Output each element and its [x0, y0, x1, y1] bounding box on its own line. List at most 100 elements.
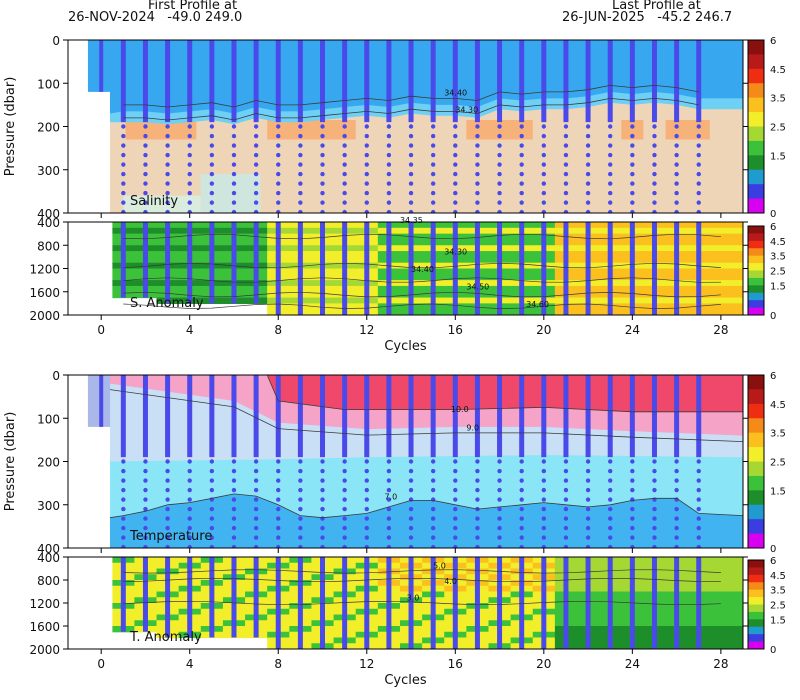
- profile-point: [253, 181, 259, 186]
- profile-point: [519, 497, 524, 502]
- profile-point: [121, 459, 126, 464]
- profile-point: [585, 497, 591, 502]
- profile-point: [298, 124, 303, 129]
- profile-point: [364, 516, 369, 521]
- profile-point: [519, 506, 524, 512]
- profile-point: [187, 525, 192, 531]
- profile-point: [541, 162, 547, 167]
- t-anomaly-cell: [709, 608, 733, 616]
- profile-point: [696, 209, 701, 213]
- s-anomaly-cell: [731, 303, 743, 310]
- salinity-colorbar-label: 3.5: [770, 94, 786, 105]
- ta-xtick-label: 0: [97, 657, 105, 671]
- profile-point: [364, 171, 369, 177]
- profile-point: [231, 535, 237, 540]
- profile-point: [475, 152, 480, 158]
- profile-point: [608, 152, 613, 158]
- profile-point: [674, 152, 679, 158]
- profile-point: [475, 478, 480, 483]
- profile-point: [320, 487, 325, 493]
- t-anomaly-cell: [709, 591, 733, 598]
- sa-ytick-label: 800: [37, 239, 60, 253]
- profile-point: [209, 516, 215, 521]
- profile-point: [563, 181, 569, 186]
- profile-point: [386, 468, 392, 474]
- profile-point: [298, 468, 303, 474]
- t-anomaly-cell: [731, 637, 743, 644]
- s-anomaly-cell: [731, 227, 743, 235]
- ta-xtick-label: 24: [625, 657, 640, 671]
- temperature-contour-7: [109, 493, 744, 519]
- s-anomaly-cell: [709, 256, 733, 264]
- sa-xtick-label: 24: [625, 323, 640, 337]
- profile-point: [408, 152, 414, 158]
- profile-point: [386, 162, 392, 167]
- ta-xlabel: Cycles: [384, 673, 427, 688]
- profile-point: [453, 468, 458, 474]
- profile-point: [121, 143, 126, 148]
- profile-point: [187, 497, 192, 502]
- profile-point: [652, 171, 657, 177]
- profile-point: [497, 525, 502, 531]
- profile-point: [541, 133, 547, 139]
- profile-point: [121, 544, 126, 548]
- t-anomaly-cell: [731, 568, 743, 575]
- profile-point: [652, 124, 657, 129]
- profile-point: [342, 525, 347, 531]
- s-anomaly-contour-3: [123, 291, 721, 298]
- profile-point: [253, 459, 259, 464]
- profile-point: [674, 468, 679, 474]
- t-anomaly-cell: [709, 637, 733, 644]
- profile-point: [652, 525, 657, 531]
- profile-point: [320, 209, 325, 213]
- profile-point: [408, 190, 414, 196]
- profile-point: [475, 124, 480, 129]
- salinity-colorbar-label: 2.5: [770, 123, 786, 134]
- sa-xtick-label: 16: [448, 323, 463, 337]
- profile-point: [342, 200, 347, 205]
- profile-point: [408, 143, 414, 148]
- profile-point: [652, 487, 657, 493]
- t-anomaly-empty: [68, 557, 113, 649]
- s-anomaly-cell: [731, 245, 743, 252]
- profile-point: [320, 200, 325, 205]
- profile-point: [209, 487, 215, 493]
- profile-point: [453, 124, 458, 129]
- salinity-colorbar-label: 6: [770, 36, 776, 47]
- ta-ytick-label: 1200: [29, 597, 60, 611]
- profile-point: [630, 133, 635, 139]
- profile-point: [608, 143, 613, 148]
- ta-panel-label: T. Anomaly: [129, 630, 202, 645]
- temperature-contour-label-0: 10.0: [451, 405, 469, 414]
- profile-point: [674, 190, 679, 196]
- profile-point: [541, 171, 547, 177]
- profile-point: [165, 171, 170, 177]
- profile-point: [696, 535, 701, 540]
- profile-point: [408, 171, 414, 177]
- profile-point: [364, 478, 369, 483]
- profile-point: [209, 525, 215, 531]
- profile-point: [253, 506, 259, 512]
- t-anomaly-cell: [709, 597, 733, 604]
- profile-point: [386, 497, 392, 502]
- profile-point: [563, 544, 569, 548]
- profile-point: [630, 124, 635, 129]
- profile-point: [430, 478, 436, 483]
- profile-point: [608, 535, 613, 540]
- profile-point: [674, 516, 679, 521]
- temperature-colorbar-swatch: [748, 403, 764, 419]
- profile-point: [187, 459, 192, 464]
- s-anomaly-cell: [731, 239, 743, 246]
- t-anomaly-cell: [709, 643, 733, 649]
- profile-point: [386, 200, 392, 205]
- profile-point: [475, 181, 480, 186]
- profile-point: [298, 209, 303, 213]
- profile-point: [630, 143, 635, 148]
- profile-point: [342, 133, 347, 139]
- profile-point: [630, 516, 635, 521]
- profile-point: [497, 478, 502, 483]
- s-anomaly-contour-1: [123, 262, 721, 269]
- profile-point: [585, 516, 591, 521]
- profile-point: [608, 181, 613, 186]
- profile-point: [475, 487, 480, 493]
